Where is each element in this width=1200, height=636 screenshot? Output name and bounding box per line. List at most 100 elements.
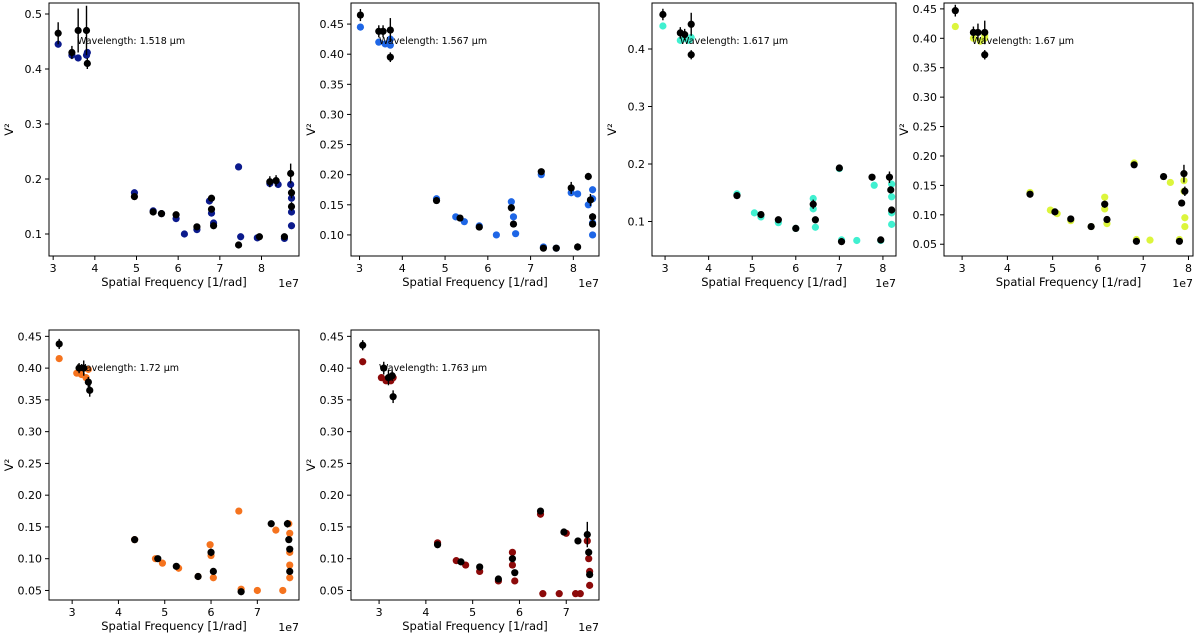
observed-point [494, 575, 502, 583]
model-point [55, 354, 63, 363]
x-tick-label: 6 [484, 262, 491, 275]
x-axis-label: Spatial Frequency [1/rad] [402, 619, 548, 633]
observed-point [82, 26, 91, 35]
model-point [811, 223, 819, 231]
x-tick-label: 5 [749, 262, 756, 275]
chart-panel-6: 3 4 5 6 7 0.05 0.10 0.15 0.20 0.25 0.30 0.35 0.40 0.4… [304, 329, 600, 634]
observed-point [74, 26, 82, 35]
model-point [83, 48, 91, 57]
observed-point [287, 169, 295, 178]
model-point [512, 230, 520, 238]
observed-point [584, 172, 592, 181]
wavelength-annotation: Wavelength: 1.67 μm [972, 36, 1074, 47]
observed-point [588, 220, 597, 228]
y-tick-label: 0.4 [628, 43, 646, 56]
model-point [969, 34, 978, 42]
y-tick-label: 0.05 [18, 584, 43, 597]
x-tick-label: 8 [570, 262, 577, 275]
observed-point [386, 53, 394, 61]
observed-point [130, 193, 139, 201]
x-axis-label: Spatial Frequency [1/rad] [996, 275, 1142, 289]
x-tick-label: 7 [527, 262, 534, 275]
observed-point [388, 372, 396, 380]
model-point [809, 194, 817, 203]
y-tick-label: 0.1 [25, 228, 43, 241]
chart-panel-4: 3 4 5 6 7 8 0.05 0.10 0.15 0.20 0.25 0.30 0.35 0.40 0.… [897, 2, 1194, 290]
observed-point [285, 536, 293, 544]
y-tick-label: 0.2 [628, 158, 646, 171]
wavelength-annotation: Wavelength: 1.72 μm [77, 363, 179, 374]
observed-point [194, 572, 202, 581]
y-tick-label: 0.05 [913, 238, 938, 251]
y-tick-label: 0.35 [320, 78, 345, 91]
observed-point [389, 393, 397, 401]
x-tick-label: 5 [161, 606, 168, 619]
observed-point [457, 558, 465, 566]
y-tick-label: 0.10 [913, 209, 938, 222]
plot-frame [48, 329, 300, 601]
observed-point [1181, 187, 1189, 195]
model-point [585, 555, 593, 563]
observed-point [687, 51, 695, 59]
y-axis-label: V² [304, 459, 318, 471]
x-tick-label: 3 [959, 262, 966, 275]
observed-point [476, 563, 484, 571]
y-tick-label: 0.35 [913, 62, 938, 75]
y-tick-label: 0.30 [320, 426, 345, 439]
model-point [888, 193, 896, 201]
y-axis-label: V² [605, 123, 619, 135]
chart-panel-1: 3 4 5 6 7 8 0.1 0.2 0.3 0.4 0.5 Spatial Frequency [… [2, 2, 300, 290]
x-tick-label: 8 [879, 262, 886, 275]
y-tick-label: 0.15 [913, 179, 938, 192]
x-tick-label: 3 [50, 262, 57, 275]
observed-point [193, 223, 201, 231]
x-tick-label: 5 [133, 262, 140, 275]
y-tick-label: 0.20 [913, 150, 938, 163]
observed-point [1159, 172, 1168, 181]
y-tick-label: 0.45 [320, 330, 345, 343]
plot-frame [651, 2, 897, 257]
y-tick-label: 0.3 [628, 101, 646, 114]
observed-point [560, 528, 568, 536]
y-tick-label: 0.30 [320, 108, 345, 121]
observed-point [356, 11, 365, 19]
y-tick-label: 0.40 [18, 362, 43, 375]
x-tick-label: 3 [356, 262, 363, 275]
x-tick-label: 3 [376, 606, 383, 619]
observed-point [237, 588, 245, 596]
model-point [687, 33, 695, 42]
model-point [508, 561, 517, 569]
observed-point [539, 244, 548, 252]
wavelength-annotation: Wavelength: 1.763 μm [379, 363, 487, 374]
x-tick-label: 5 [442, 262, 449, 275]
y-axis-label: V² [2, 459, 16, 471]
observed-point [583, 530, 591, 539]
model-point [870, 181, 878, 189]
model-point [511, 577, 519, 585]
observed-point [1175, 237, 1184, 245]
y-axis-label: V² [2, 123, 16, 135]
observed-point [774, 216, 782, 224]
x-offset-text: 1e7 [578, 277, 599, 290]
x-axis-label: Spatial Frequency [1/rad] [402, 275, 548, 289]
observed-point [280, 233, 289, 241]
model-point [286, 561, 294, 569]
model-point [234, 163, 243, 171]
observed-point [887, 186, 895, 194]
model-point [750, 209, 758, 217]
x-offset-text: 1e7 [875, 277, 896, 290]
observed-point [1026, 190, 1034, 198]
y-tick-label: 0.30 [18, 426, 43, 439]
observed-point [432, 196, 441, 205]
x-tick-label: 7 [1140, 262, 1147, 275]
y-tick-label: 0.20 [320, 169, 345, 182]
x-tick-label: 6 [208, 606, 215, 619]
y-tick-label: 0.40 [913, 32, 938, 45]
model-point [209, 574, 217, 582]
observed-point [1180, 170, 1188, 178]
model-point [180, 230, 189, 238]
y-tick-label: 0.25 [320, 457, 345, 470]
x-tick-label: 6 [1094, 262, 1101, 275]
model-point [286, 574, 294, 582]
observed-point [149, 208, 157, 216]
